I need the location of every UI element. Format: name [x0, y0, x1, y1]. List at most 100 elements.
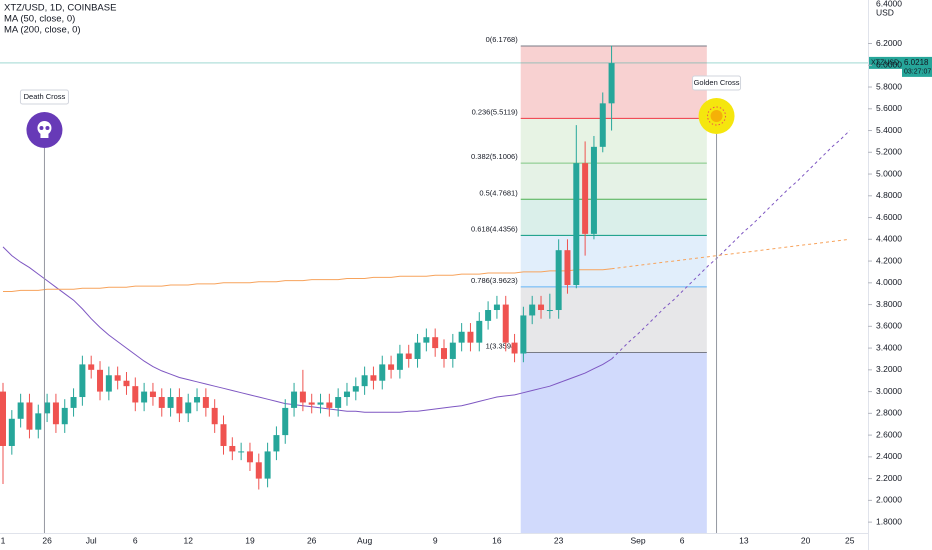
candle-body [220, 424, 227, 446]
y-tick-label: 3.6000 [876, 321, 902, 331]
candle-body [185, 402, 192, 414]
candle-body [229, 445, 236, 452]
y-tick-label: 2.2000 [876, 473, 902, 483]
candle-body [35, 413, 42, 430]
y-tick-label: 4.0000 [876, 277, 902, 287]
x-tick-label: 6 [680, 535, 685, 545]
candle-body [582, 163, 589, 234]
price-tag-countdown: 03:27:07 [904, 69, 931, 76]
candle-body [264, 451, 271, 479]
candle-body [176, 397, 183, 414]
candle-body [467, 331, 474, 343]
candle-body [414, 342, 421, 359]
x-tick-label: Sep [630, 535, 645, 545]
candle-body [361, 375, 368, 387]
ma-line [3, 268, 612, 292]
fib-label: 0.618(4.4356) [471, 224, 518, 233]
x-tick-label: 6 [133, 535, 138, 545]
y-tick-label: 5.0000 [876, 168, 902, 178]
candle-body [123, 380, 130, 387]
skull-jaw [40, 133, 49, 138]
legend-item: MA (200, close, 0) [4, 25, 81, 36]
axis-header: 6.4000 [876, 0, 902, 8]
y-tick-label: 1.8000 [876, 516, 902, 526]
candle-body [114, 375, 121, 381]
candle-body [52, 402, 59, 425]
candle-body [97, 369, 104, 392]
candle-body [485, 310, 492, 321]
lines: 0(6.1768) 0.236(5.5119) 0.382(5.1006) 0.5(4… [0, 35, 868, 413]
price-tag-value: 6.0218 [904, 58, 929, 67]
fib-zone [520, 163, 707, 200]
x-tick-label: Jul [86, 535, 97, 545]
candle-body [8, 418, 15, 446]
fib-zone [520, 286, 707, 353]
candle-body [141, 391, 148, 403]
candle-body [149, 391, 156, 398]
axis-unit: USD [876, 7, 894, 17]
y-tick-label: 5.6000 [876, 103, 902, 113]
candle-body [88, 364, 95, 370]
candle-body [61, 407, 68, 425]
candle-body [291, 391, 298, 408]
y-tick-label: 2.0000 [876, 495, 902, 505]
skull-eye [39, 126, 44, 130]
candle-body [405, 353, 412, 359]
candle-body [308, 402, 315, 405]
candle-body [352, 386, 359, 392]
x-tick-label: 26 [307, 535, 317, 545]
candle-body [273, 435, 280, 452]
x-tick-label: Aug [357, 535, 372, 545]
candle-body [555, 250, 562, 311]
x-tick-label: 23 [554, 535, 564, 545]
candle-body [105, 375, 112, 392]
fib-zones [520, 46, 707, 533]
y-tick-label: 5.8000 [876, 81, 902, 91]
candle-body [26, 402, 33, 430]
skull-eye [45, 126, 50, 130]
candle-body [396, 353, 403, 370]
candle-body [211, 407, 218, 425]
candle-body [202, 397, 209, 408]
candle-body [343, 391, 350, 398]
candle-body [0, 391, 6, 446]
candle-body [493, 304, 500, 311]
fib-label: 0.236(5.5119) [472, 107, 519, 116]
candle-body [511, 342, 518, 354]
candle-body [255, 462, 262, 479]
x-tick-label: 13 [739, 535, 749, 545]
ma-projection [611, 130, 851, 360]
y-tick-label: 3.2000 [876, 364, 902, 374]
candle-body [476, 320, 483, 343]
candle-body [590, 146, 597, 234]
x-tick-label: 26 [42, 535, 52, 545]
price-tag-symbol: XTZUSD [871, 60, 899, 67]
y-tick-label: 2.8000 [876, 408, 902, 418]
skull [37, 121, 52, 135]
candle-body [282, 407, 289, 436]
price-tag [869, 56, 902, 69]
ma-projection [611, 238, 850, 270]
y-tick-label: 3.4000 [876, 342, 902, 352]
x-tick-label: 20 [801, 535, 811, 545]
candle-body [44, 402, 51, 414]
price-tag-value-box [902, 56, 932, 77]
y-tick-label: 5.2000 [876, 147, 902, 157]
annotation-label-box [692, 75, 742, 91]
candle-body [158, 397, 165, 408]
y-tick-label: 4.6000 [876, 212, 902, 222]
candle-body [335, 397, 342, 408]
fib-label: 0.382(5.1006) [471, 152, 518, 161]
fib-zone [520, 235, 707, 287]
y-tick-label: 2.6000 [876, 429, 902, 439]
fib-label: 0.786(3.9623) [471, 276, 518, 285]
fib-label: 1(3.3594) [486, 341, 519, 350]
x-tick-label: 19 [245, 535, 255, 545]
fib-label: 0.5(4.7681) [479, 188, 518, 197]
y-tick-label: 6.2000 [876, 38, 902, 48]
y-tick-label: 4.8000 [876, 190, 902, 200]
sun-ring [707, 106, 727, 126]
candle-body [538, 304, 545, 311]
x-tick-label: 9 [433, 535, 438, 545]
